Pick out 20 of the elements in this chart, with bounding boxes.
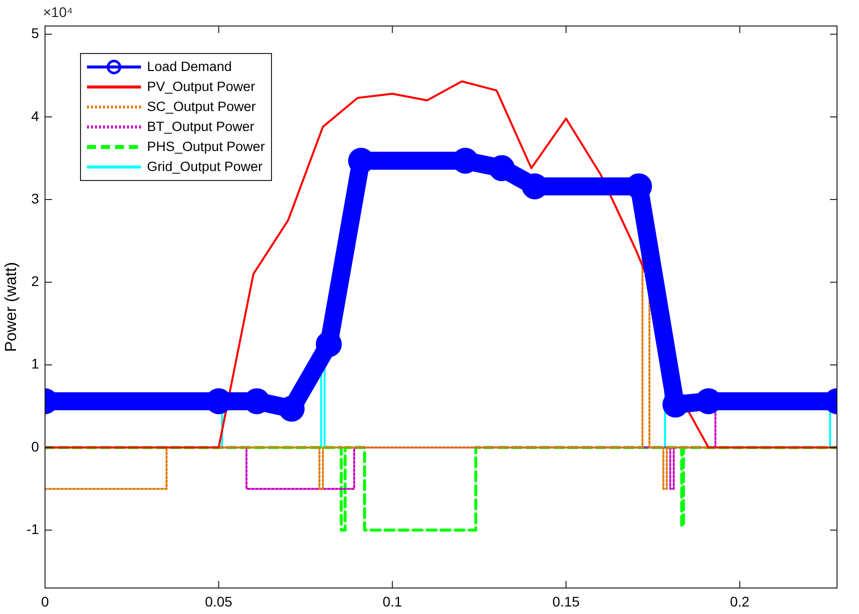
y-tick-label: 1 [31, 356, 40, 372]
legend-label: PV_Output Power [147, 78, 256, 96]
x-tick-label: 0.15 [552, 593, 580, 610]
legend-label: SC_Output Power [147, 98, 256, 116]
y-tick-label: -1 [26, 521, 40, 538]
y-tick-label: 0 [31, 438, 40, 454]
x-tick-label: 0 [41, 593, 50, 610]
x-tick-label: 0.05 [205, 593, 233, 610]
y-axis-title: Power (watt) [3, 262, 20, 352]
y-tick-label: 3 [31, 190, 40, 206]
y-tick-label: 5 [31, 25, 40, 42]
x-tick-label: 0.1 [382, 593, 402, 610]
x-tick-label: 0.2 [730, 593, 750, 610]
legend-label: Load Demand [147, 58, 232, 76]
legend-label: BT_Output Power [147, 118, 254, 136]
y-tick-label: 4 [31, 108, 40, 124]
legend-label: PHS_Output Power [147, 138, 265, 156]
y-tick-label: 2 [31, 273, 40, 290]
legend-label: Grid_Output Power [147, 158, 263, 176]
text: ×10⁴ [43, 4, 73, 20]
